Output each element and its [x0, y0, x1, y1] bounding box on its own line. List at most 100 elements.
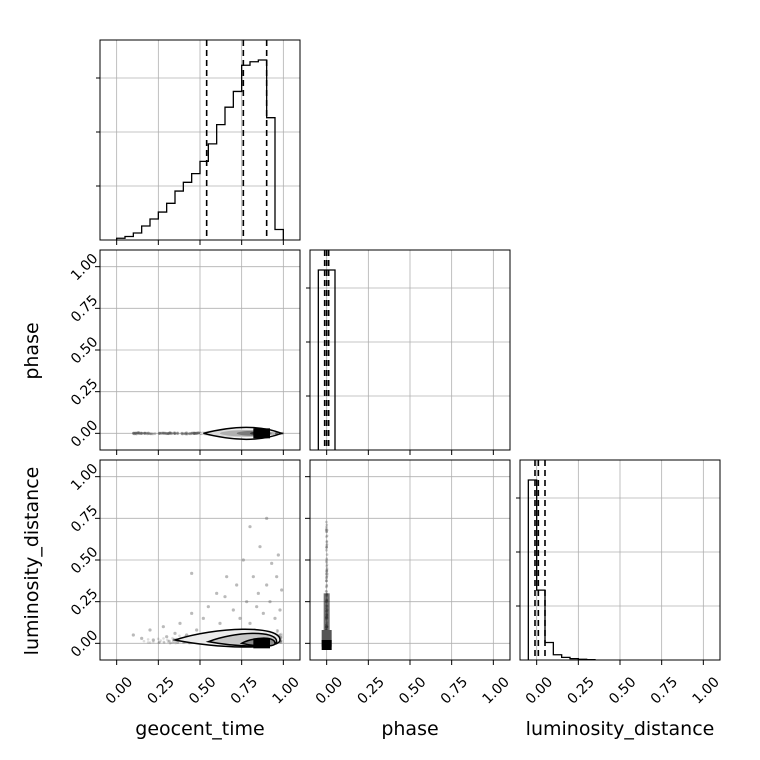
scatter-point: [231, 608, 235, 612]
density-region: [321, 630, 332, 647]
scatter-point: [325, 530, 328, 534]
scatter-point: [174, 641, 177, 645]
scatter-point: [184, 432, 188, 436]
y-tick-label: 0.50: [68, 544, 101, 577]
scatter-point: [325, 540, 329, 544]
scatter-point: [181, 432, 184, 436]
scatter-point: [175, 431, 179, 435]
scatter-point: [193, 431, 197, 435]
scatter-point: [325, 534, 329, 538]
scatter-point: [325, 545, 329, 549]
scatter-point: [189, 432, 193, 436]
scatter-point: [325, 574, 329, 578]
scatter-point: [192, 431, 196, 435]
scatter-point: [157, 641, 160, 645]
scatter-point: [194, 431, 198, 435]
scatter-point: [325, 564, 329, 568]
scatter-point: [241, 558, 245, 562]
scatter-point: [133, 431, 137, 435]
scatter-point: [255, 605, 259, 609]
scatter-point: [275, 629, 279, 632]
scatter-point: [276, 553, 280, 557]
scatter-point: [265, 583, 269, 587]
scatter-point: [325, 520, 328, 524]
y-tick-label: 0.00: [68, 627, 101, 660]
scatter-point: [325, 525, 328, 529]
scatter-point: [325, 535, 328, 538]
scatter-point: [132, 431, 136, 435]
scatter-point: [156, 637, 160, 641]
scatter-point: [165, 432, 169, 436]
x-tick-label: 0.00: [103, 674, 136, 707]
scatter-point: [168, 431, 172, 435]
scatter-point: [188, 432, 191, 435]
scatter-point: [167, 639, 171, 643]
scatter-point: [325, 568, 329, 572]
y-axis-label-phase: phase: [21, 322, 43, 379]
y-axis-label-luminosity-distance: luminosity_distance: [21, 467, 43, 656]
scatter-point: [256, 591, 260, 595]
scatter-point: [206, 605, 210, 609]
x-tick-label: 1.00: [479, 674, 512, 707]
scatter-point: [136, 431, 140, 435]
scatter-point: [280, 641, 283, 644]
scatter-point: [325, 579, 328, 583]
density-peak: [321, 640, 332, 650]
histogram-luminosity_distance: [527, 479, 596, 661]
scatter-point: [215, 591, 219, 595]
scatter-point: [325, 570, 329, 574]
scatter-point: [162, 431, 166, 435]
scatter-point: [174, 640, 177, 644]
scatter-point: [195, 432, 199, 435]
scatter-point: [188, 432, 191, 436]
scatter-point: [325, 569, 328, 573]
scatter-point: [275, 575, 279, 579]
scatter-point: [248, 621, 252, 625]
scatter-point: [176, 431, 179, 435]
scatter-point: [184, 432, 188, 435]
scatter-point: [139, 431, 143, 435]
histogram-geocent_time: [116, 59, 284, 240]
scatter-point: [137, 431, 141, 434]
y-tick-label: 0.25: [68, 586, 101, 619]
scatter-point: [190, 431, 194, 435]
scatter-point: [140, 431, 144, 435]
scatter-point: [166, 432, 170, 435]
scatter-point: [261, 611, 265, 615]
scatter-point: [165, 635, 169, 639]
scatter-point: [193, 431, 197, 435]
scatter-point: [325, 558, 329, 562]
scatter-point: [325, 528, 329, 532]
scatter-point: [149, 432, 153, 436]
scatter-point: [152, 640, 155, 644]
scatter-point: [325, 561, 329, 564]
x-tick-label: 1.00: [689, 674, 722, 707]
scatter-point: [166, 640, 170, 644]
scatter-point: [157, 432, 161, 436]
scatter-point: [251, 575, 255, 579]
scatter-point: [325, 584, 329, 588]
scatter-point: [168, 641, 172, 645]
scatter-point: [173, 432, 177, 435]
scatter-point: [185, 431, 188, 435]
scatter-point: [197, 431, 200, 435]
scatter-point: [146, 641, 150, 644]
scatter-point: [170, 432, 174, 436]
density-peak: [253, 638, 270, 649]
scatter-point: [134, 431, 138, 435]
scatter-point: [132, 431, 135, 435]
scatter-point: [176, 432, 180, 436]
scatter-point: [280, 633, 283, 637]
scatter-point: [176, 641, 179, 644]
scatter-point: [161, 431, 165, 435]
scatter-point: [279, 635, 283, 638]
scatter-point: [143, 431, 147, 435]
scatter-point: [137, 431, 140, 435]
scatter-point: [275, 631, 279, 634]
scatter-point: [325, 579, 328, 583]
x-axis-label-geocent-time: geocent_time: [135, 718, 264, 740]
scatter-point: [273, 616, 277, 620]
scatter-point: [147, 432, 150, 435]
scatter-point: [193, 432, 197, 435]
scatter-point: [245, 600, 249, 604]
